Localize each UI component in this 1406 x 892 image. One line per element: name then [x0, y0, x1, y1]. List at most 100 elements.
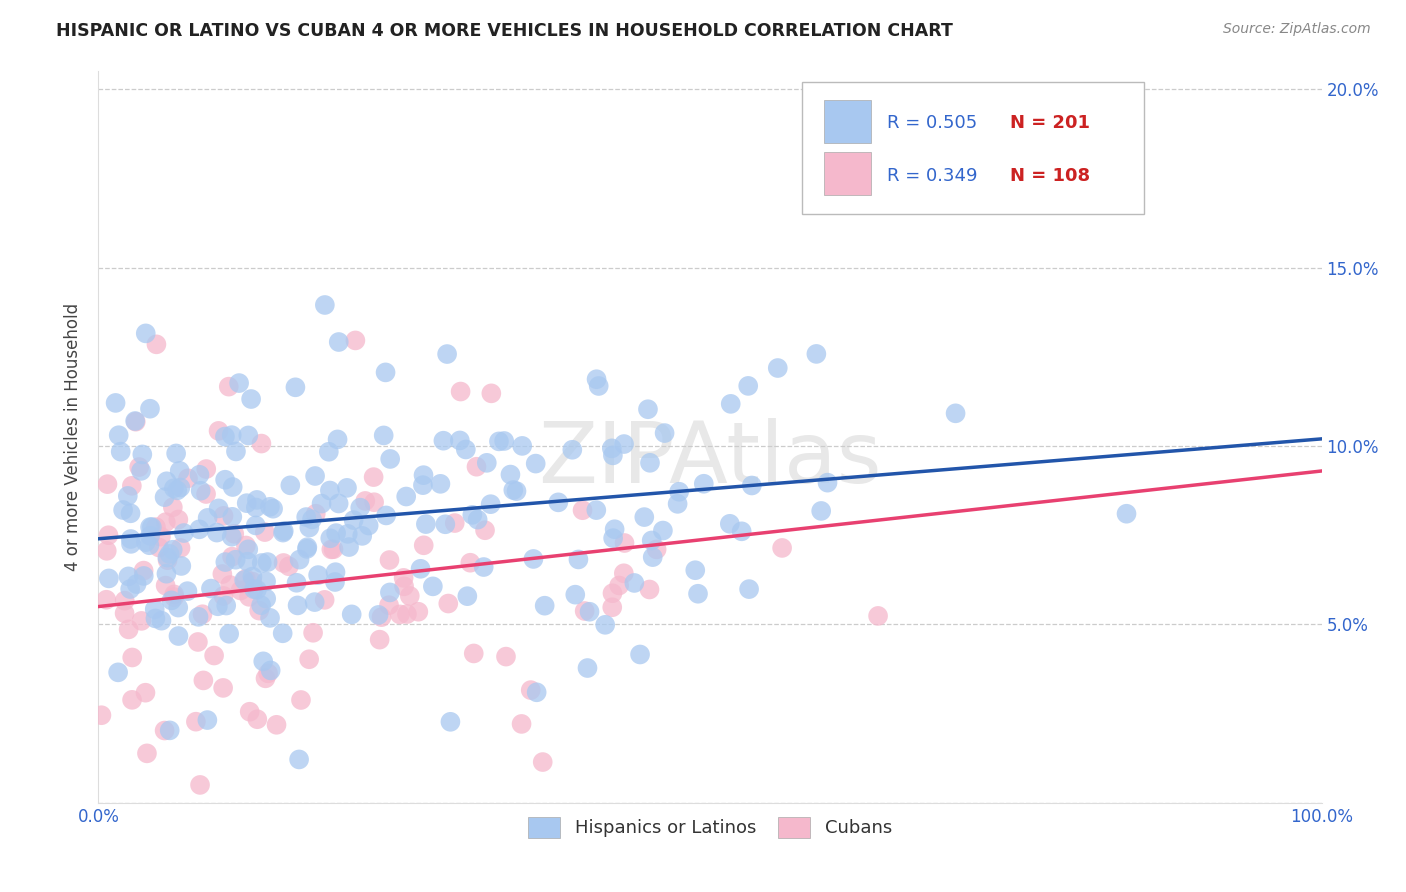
Point: [720, 397, 742, 411]
Point: [169, 464, 191, 478]
Point: [195, 462, 218, 476]
Point: [246, 712, 269, 726]
Point: [770, 541, 793, 555]
Point: [302, 625, 325, 640]
Text: ZIPAtlas: ZIPAtlas: [538, 417, 882, 500]
Point: [1115, 507, 1137, 521]
Point: [288, 552, 311, 566]
Point: [354, 494, 377, 508]
Point: [96, 544, 118, 558]
Point: [319, 483, 342, 498]
Point: [169, 541, 191, 555]
Point: [571, 503, 593, 517]
Point: [114, 593, 136, 607]
Point: [167, 512, 190, 526]
Point: [392, 579, 415, 593]
Point: [135, 535, 157, 549]
Point: [260, 664, 283, 678]
Point: [645, 542, 668, 557]
Point: [250, 436, 273, 450]
FancyBboxPatch shape: [824, 153, 872, 195]
Point: [145, 337, 167, 351]
Point: [149, 530, 172, 544]
Point: [593, 617, 616, 632]
Point: [259, 500, 281, 514]
Point: [163, 590, 186, 604]
Point: [363, 470, 385, 484]
Point: [522, 552, 544, 566]
Point: [285, 575, 308, 590]
Point: [177, 471, 200, 485]
Point: [120, 537, 142, 551]
Point: [374, 365, 396, 379]
Point: [240, 574, 263, 589]
Point: [531, 755, 554, 769]
Point: [163, 481, 186, 495]
Point: [245, 518, 267, 533]
Point: [574, 604, 596, 618]
FancyBboxPatch shape: [801, 82, 1144, 214]
Point: [212, 681, 235, 695]
Point: [456, 589, 478, 603]
Point: [449, 434, 471, 448]
Point: [212, 508, 235, 523]
Point: [526, 685, 548, 699]
Point: [246, 582, 269, 597]
Point: [328, 334, 350, 349]
Point: [325, 526, 347, 541]
Point: [600, 442, 623, 456]
Point: [156, 553, 179, 567]
Text: R = 0.505: R = 0.505: [887, 114, 977, 132]
Point: [349, 500, 371, 515]
Text: R = 0.349: R = 0.349: [887, 167, 979, 185]
Point: [494, 434, 516, 448]
Point: [304, 595, 326, 609]
Point: [245, 500, 267, 515]
Text: N = 108: N = 108: [1010, 167, 1090, 185]
Point: [641, 550, 664, 565]
Point: [409, 562, 432, 576]
Point: [117, 569, 139, 583]
Point: [225, 444, 247, 458]
Point: [344, 334, 367, 348]
Point: [236, 555, 259, 569]
Point: [718, 516, 741, 531]
Point: [298, 652, 321, 666]
Point: [240, 392, 263, 406]
Point: [343, 513, 366, 527]
Point: [243, 582, 266, 597]
Point: [156, 475, 179, 489]
Point: [284, 380, 307, 394]
Point: [266, 718, 288, 732]
Point: [273, 524, 295, 538]
Point: [415, 517, 437, 532]
Point: [654, 425, 676, 440]
Point: [325, 565, 347, 579]
Point: [352, 529, 374, 543]
Point: [602, 586, 624, 600]
Point: [139, 520, 162, 534]
Point: [155, 566, 177, 581]
Point: [298, 520, 321, 534]
Point: [155, 579, 177, 593]
Point: [576, 661, 599, 675]
Point: [368, 632, 391, 647]
Point: [167, 600, 190, 615]
Point: [134, 686, 156, 700]
Point: [124, 414, 146, 428]
Point: [250, 556, 273, 570]
Point: [628, 648, 651, 662]
Point: [197, 511, 219, 525]
Point: [112, 503, 135, 517]
Point: [305, 507, 328, 521]
Point: [187, 610, 209, 624]
Point: [633, 510, 655, 524]
Point: [443, 516, 465, 530]
Point: [585, 372, 607, 386]
Point: [357, 518, 380, 533]
Point: [246, 492, 269, 507]
Point: [429, 476, 451, 491]
Point: [200, 582, 222, 596]
Point: [176, 584, 198, 599]
Point: [318, 444, 340, 458]
